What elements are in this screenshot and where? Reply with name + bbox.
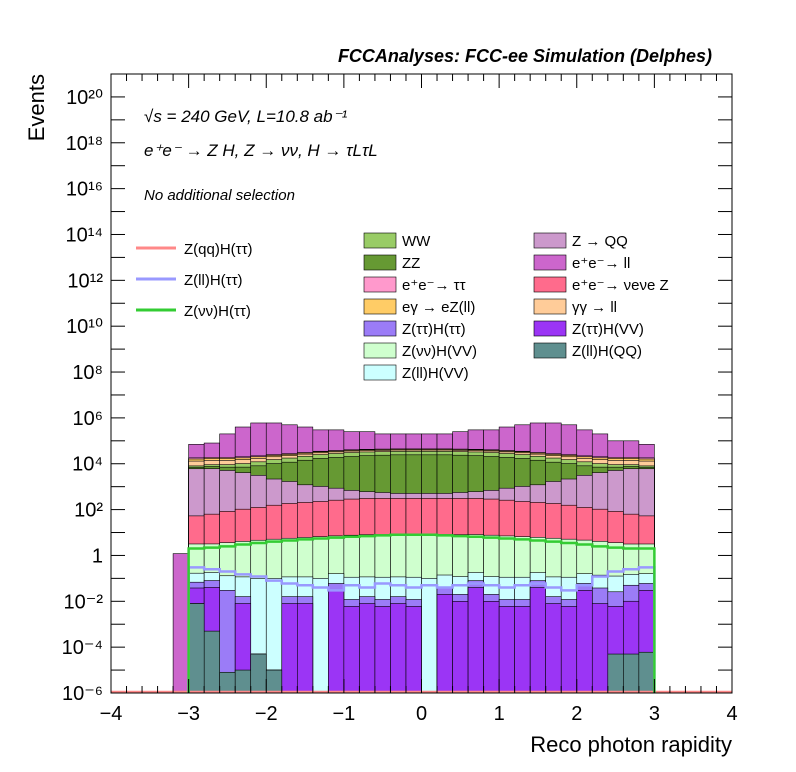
legend-swatch — [533, 320, 567, 337]
legend-swatch — [533, 232, 567, 249]
chart-title: FCCAnalyses: FCC-ee Simulation (Delphes) — [338, 46, 712, 66]
process-annotation: e⁺e⁻ → Z H, Z → νν, H → τLτL — [144, 141, 378, 160]
x-tick-label: −2 — [255, 703, 278, 725]
legend-label: WW — [402, 233, 431, 250]
bar-z-h-vv — [390, 603, 407, 694]
bar-z-h-vv — [281, 603, 298, 694]
x-tick-label: 2 — [571, 703, 582, 725]
bar-z-h-vv — [452, 600, 469, 694]
y-tick-label: 10¹⁶ — [66, 179, 103, 201]
legend-label: e⁺e⁻→ ll — [572, 255, 630, 272]
legend-swatch — [363, 342, 397, 359]
y-tick-label: 10⁻⁴ — [62, 637, 103, 659]
y-tick-label: 10¹⁴ — [66, 224, 104, 246]
legend-label: eγ → eZ(ll) — [402, 299, 475, 316]
bar-z-h-vv — [328, 590, 345, 694]
bar-z-h-vv — [560, 606, 578, 694]
bar-z-ll-h-qq — [188, 603, 205, 694]
bar-z-ll-h-vv — [312, 578, 329, 694]
legend-label: Z(ττ)H(ττ) — [402, 321, 466, 338]
bar-z-h-vv — [405, 606, 422, 694]
bar-z-h-vv — [467, 587, 484, 694]
legend-label: Z(νν)H(VV) — [402, 343, 477, 360]
y-tick-label: 10⁸ — [72, 362, 103, 384]
y-tick-label: 1 — [92, 545, 103, 567]
legend-swatch — [363, 276, 397, 293]
legend-label: Z(ττ)H(VV) — [572, 321, 644, 338]
bar-e-e-ll — [172, 553, 189, 694]
legend-swatch — [533, 342, 567, 359]
legend-label: Z(ll)H(VV) — [402, 365, 469, 382]
bar-z-ll-h-qq — [638, 651, 655, 694]
legend-swatch — [363, 232, 397, 249]
line-z-h — [187, 533, 656, 693]
bar-z-h-vv — [529, 587, 546, 694]
y-axis-label: Events — [24, 74, 49, 141]
bar-z-h-vv — [545, 603, 562, 694]
legend-label: ZZ — [402, 255, 420, 272]
legend-label: Z(qq)H(ττ) — [184, 241, 253, 258]
bar-z-h-vv — [576, 590, 593, 694]
legend-label: Z(ll)H(ττ) — [184, 272, 243, 289]
bar-z-ll-h-qq — [203, 630, 220, 694]
legend-label: Z(νν)H(ττ) — [184, 303, 251, 320]
bar-z-ll-h-qq — [607, 653, 624, 694]
legend-swatch — [363, 298, 397, 315]
bar-z-h-vv — [498, 606, 515, 694]
line-z-ll-h — [187, 566, 656, 693]
legend-swatch — [363, 364, 397, 381]
x-axis-label: Reco photon rapidity — [530, 732, 732, 757]
x-tick-label: 4 — [726, 703, 737, 725]
bar-z-ll-h-qq — [623, 653, 640, 694]
legend: Z(qq)H(ττ) Z(ll)H(ττ) Z(νν)H(ττ) WW ZZ e⁺e⁻→ … — [136, 232, 669, 382]
x-tick-label: −4 — [100, 703, 123, 725]
x-tick-label: 0 — [416, 703, 427, 725]
bar-z-h-vv — [436, 594, 453, 694]
bar-z-ll-h-qq — [234, 669, 252, 694]
y-tick-label: 10¹² — [67, 270, 103, 292]
legend-swatch — [363, 254, 397, 271]
legend-swatch — [533, 298, 567, 315]
x-tick-label: −3 — [177, 703, 200, 725]
bar-z-h-vv — [591, 603, 609, 694]
legend-label: e⁺e⁻→ ττ — [402, 277, 466, 294]
legend-label: e⁺e⁻→ νeνe Z — [572, 277, 669, 294]
y-tick-label: 10¹⁰ — [66, 316, 103, 338]
y-tick-label: 10¹⁸ — [66, 133, 103, 155]
y-tick-label: 10² — [74, 500, 103, 522]
y-tick-label: 10⁶ — [73, 408, 103, 430]
bar-z-ll-h-qq — [250, 653, 267, 694]
legend-swatch — [533, 254, 567, 271]
bar-z-h-vv — [359, 603, 376, 694]
y-tick-label: 10⁻⁶ — [62, 683, 103, 705]
legend-swatch — [533, 276, 567, 293]
selection-annotation: No additional selection — [144, 187, 295, 204]
x-tick-label: −1 — [332, 703, 355, 725]
axes: −4 −3 −2 −1 0 1 2 3 4 10⁻⁶ 10⁻⁴ 10⁻² 1 10² 10⁴ 10⁶ 10⁸ 10… — [62, 73, 738, 725]
legend-swatch — [363, 320, 397, 337]
bar-z-ll-h-vv — [421, 578, 438, 694]
x-tick-label: 3 — [649, 703, 660, 725]
bar-z-h-vv — [296, 603, 314, 694]
y-tick-label: 10⁻² — [64, 591, 104, 613]
bar-z-h-vv — [374, 606, 391, 694]
legend-label: γγ → ll — [572, 299, 617, 316]
legend-label: Z → QQ — [572, 233, 628, 250]
stacked-histogram — [172, 422, 655, 694]
bar-z-h-vv — [343, 606, 360, 694]
energy-annotation: √s = 240 GeV, L=10.8 ab⁻¹ — [144, 107, 348, 126]
bar-z-h-vv — [514, 606, 531, 694]
bar-z-h-vv — [483, 600, 500, 694]
y-tick-label: 10⁴ — [72, 454, 103, 476]
y-tick-label: 10²⁰ — [66, 87, 103, 109]
bar-z-ll-h-qq — [219, 671, 236, 694]
bar-z-ll-h-qq — [265, 669, 283, 694]
x-tick-label: 1 — [494, 703, 505, 725]
legend-label: Z(ll)H(QQ) — [572, 343, 642, 360]
